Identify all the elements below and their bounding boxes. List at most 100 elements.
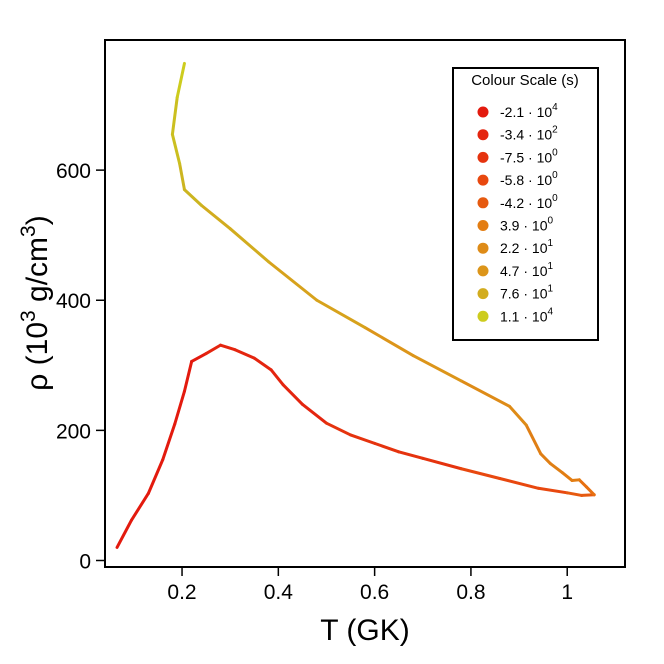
legend-label: 4.7 · 101 [500,261,553,279]
series-segment [178,162,186,192]
x-tick-label: 0.8 [456,581,485,604]
legend-exponent: 4 [552,102,558,113]
x-tick-label: 0.4 [264,581,294,604]
plot-frame [104,39,626,568]
legend-marker [477,151,489,163]
series-segment [324,421,353,437]
x-tick-label: 0.6 [360,581,389,604]
legend-label: -4.2 · 100 [500,193,558,211]
series-segment [421,456,463,471]
legend: Colour Scale (s) -2.1 · 104-3.4 · 102-7.… [452,67,599,341]
y-tick-label: 400 [56,290,91,313]
series-segment [507,404,528,427]
legend-mantissa: 2.2 · 10 [500,240,548,256]
series-segment [182,188,203,207]
series-segment [580,493,596,497]
legend-mantissa: -7.5 · 10 [500,149,552,165]
y-axis-label-part-1: ρ (10 [21,322,54,391]
legend-label: 2.2 · 101 [500,238,553,256]
y-tick-label: 600 [56,160,91,183]
legend-marker [477,265,489,277]
legend-exponent: 0 [552,147,558,158]
series-segment [584,485,596,497]
series-segment [170,95,179,136]
legend-mantissa: -2.1 · 10 [500,104,552,120]
x-tick-label: 0.2 [167,581,196,604]
legend-exponent: 0 [552,170,558,181]
series-segment [199,203,232,231]
legend-label: -7.5 · 100 [500,147,558,165]
series-segment [190,352,208,363]
legend-box [452,67,599,341]
y-axis-label-part-3: ) [21,215,54,225]
y-axis-label-part-2: g/cm [21,237,54,310]
legend-exponent: 1 [547,261,553,272]
legend-marker [477,220,489,231]
legend-exponent: 4 [547,306,553,317]
y-axis-ticks: 0 200 400 600 [56,160,105,573]
series-segment [281,383,304,406]
legend-exponent: 2 [552,125,558,136]
legend-mantissa: 3.9 · 10 [500,218,548,234]
series-segment [315,298,367,330]
series-segment [129,491,150,522]
legend-mantissa: -5.8 · 10 [500,172,552,188]
legend-marker [477,310,489,322]
legend-marker [477,129,489,141]
series-segment [498,477,540,490]
legend-label: 1.1 · 104 [500,306,553,324]
series-segment [300,402,328,425]
series-segment [539,452,552,466]
x-axis-ticks: 0.2 0.4 0.6 0.8 1 [167,567,573,604]
legend-marker [477,197,489,209]
legend-mantissa: -4.2 · 10 [500,195,552,211]
legend-label: 3.9 · 100 [500,216,553,234]
series-segment [411,354,463,383]
series-segment [269,368,285,387]
y-tick-label: 0 [79,550,91,573]
legend-exponent: 0 [547,216,553,227]
legend-label: -3.4 · 102 [500,125,558,143]
legend-exponent: 1 [547,238,553,249]
series-segment [565,491,584,497]
series-segment [173,389,186,426]
y-axis-label-sup-1: 3 [17,310,40,322]
y-axis-label-sup-2: 3 [17,225,40,237]
legend-exponent: 0 [552,193,558,204]
legend-mantissa: 1.1 · 10 [500,308,548,324]
legend-marker [477,242,489,254]
series-segment [363,326,415,358]
legend-entries: -2.1 · 104-3.4 · 102-7.5 · 100-5.8 · 100… [477,102,558,324]
series-segment [204,343,223,356]
legend-label: 7.6 · 101 [500,284,553,302]
series-segment [373,441,401,454]
series-segment [219,343,237,352]
legend-mantissa: -3.4 · 10 [500,127,552,143]
series-segment [170,132,182,166]
y-axis-label: ρ (103 g/cm3) [17,215,54,391]
legend-exponent: 1 [547,284,553,295]
series-layer [115,61,596,549]
series-segment [577,478,588,489]
series-segment [182,359,194,393]
series-segment [560,471,574,482]
x-tick-label: 1 [561,581,573,604]
series-segment [397,450,425,460]
legend-label: -5.8 · 100 [500,170,558,188]
legend-mantissa: 7.6 · 10 [500,286,548,302]
x-axis-label: T (GK) [320,614,409,647]
series-segment [536,486,569,495]
series-segment [459,379,511,408]
legend-marker [477,288,489,300]
legend-marker [477,174,489,186]
series-segment [349,433,377,445]
series-segment [252,356,273,372]
legend-mantissa: 4.7 · 10 [500,263,548,279]
series-segment [161,422,177,462]
series-segment [548,462,564,475]
legend-label: -2.1 · 104 [500,102,558,120]
legend-marker [477,106,489,118]
series-segment [115,518,133,549]
series-segment [233,348,256,360]
y-tick-label: 200 [56,420,91,443]
